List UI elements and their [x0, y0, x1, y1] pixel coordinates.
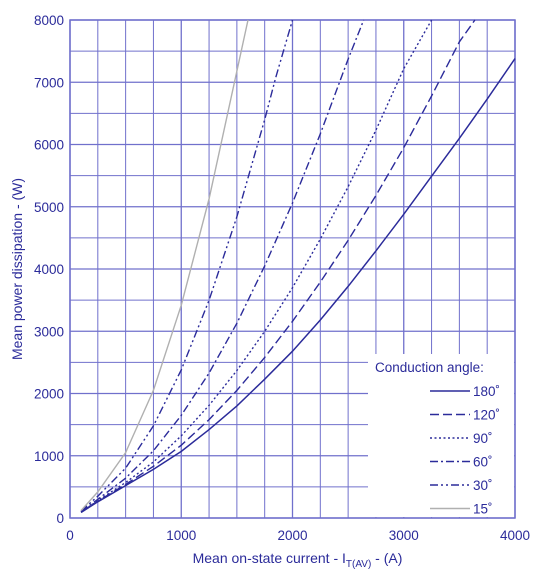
legend-background	[368, 354, 514, 517]
legend-label: 60˚	[473, 455, 493, 470]
legend-label: 15˚	[473, 502, 493, 517]
y-tick-label: 4000	[34, 262, 64, 277]
y-tick-label: 8000	[34, 13, 64, 28]
y-tick-labels: 0 1000 2000 3000 4000 5000 6000 7000 8000	[34, 13, 64, 526]
x-axis-label: Mean on-state current - IT(AV) - (A)	[193, 550, 403, 570]
x-tick-labels: 0 1000 2000 3000 4000	[66, 528, 530, 543]
y-tick-label: 1000	[34, 449, 64, 464]
x-tick-label: 4000	[500, 528, 530, 543]
legend-label: 180˚	[473, 384, 500, 399]
series-line-4	[80, 19, 365, 513]
x-axis-label-suffix: - (A)	[371, 550, 402, 566]
y-tick-label: 3000	[34, 324, 64, 339]
x-tick-label: 2000	[277, 528, 307, 543]
y-tick-label: 0	[56, 511, 64, 526]
y-tick-label: 2000	[34, 387, 64, 402]
x-axis-label-subscript: T(AV)	[346, 559, 371, 570]
legend-label: 30˚	[473, 478, 493, 493]
series-line-1	[80, 58, 516, 514]
legend-label: 90˚	[473, 431, 493, 446]
series-line-2	[80, 19, 476, 513]
x-tick-label: 0	[66, 528, 74, 543]
y-tick-label: 6000	[34, 138, 64, 153]
x-tick-label: 3000	[389, 528, 419, 543]
x-axis-label-main: Mean on-state current - I	[193, 550, 346, 566]
legend: Conduction angle: 180˚ 120˚ 90˚ 60˚ 30˚ 15˚	[375, 360, 500, 517]
series-lines	[80, 19, 516, 514]
series-line-6	[80, 19, 249, 511]
series-line-5	[80, 19, 294, 512]
x-tick-label: 1000	[166, 528, 196, 543]
y-axis-label: Mean power dissipation - (W)	[9, 178, 25, 360]
legend-label: 120˚	[473, 408, 500, 423]
series-line-3	[80, 19, 433, 513]
y-tick-label: 5000	[34, 200, 64, 215]
y-tick-label: 7000	[34, 75, 64, 90]
legend-title: Conduction angle:	[375, 360, 484, 375]
